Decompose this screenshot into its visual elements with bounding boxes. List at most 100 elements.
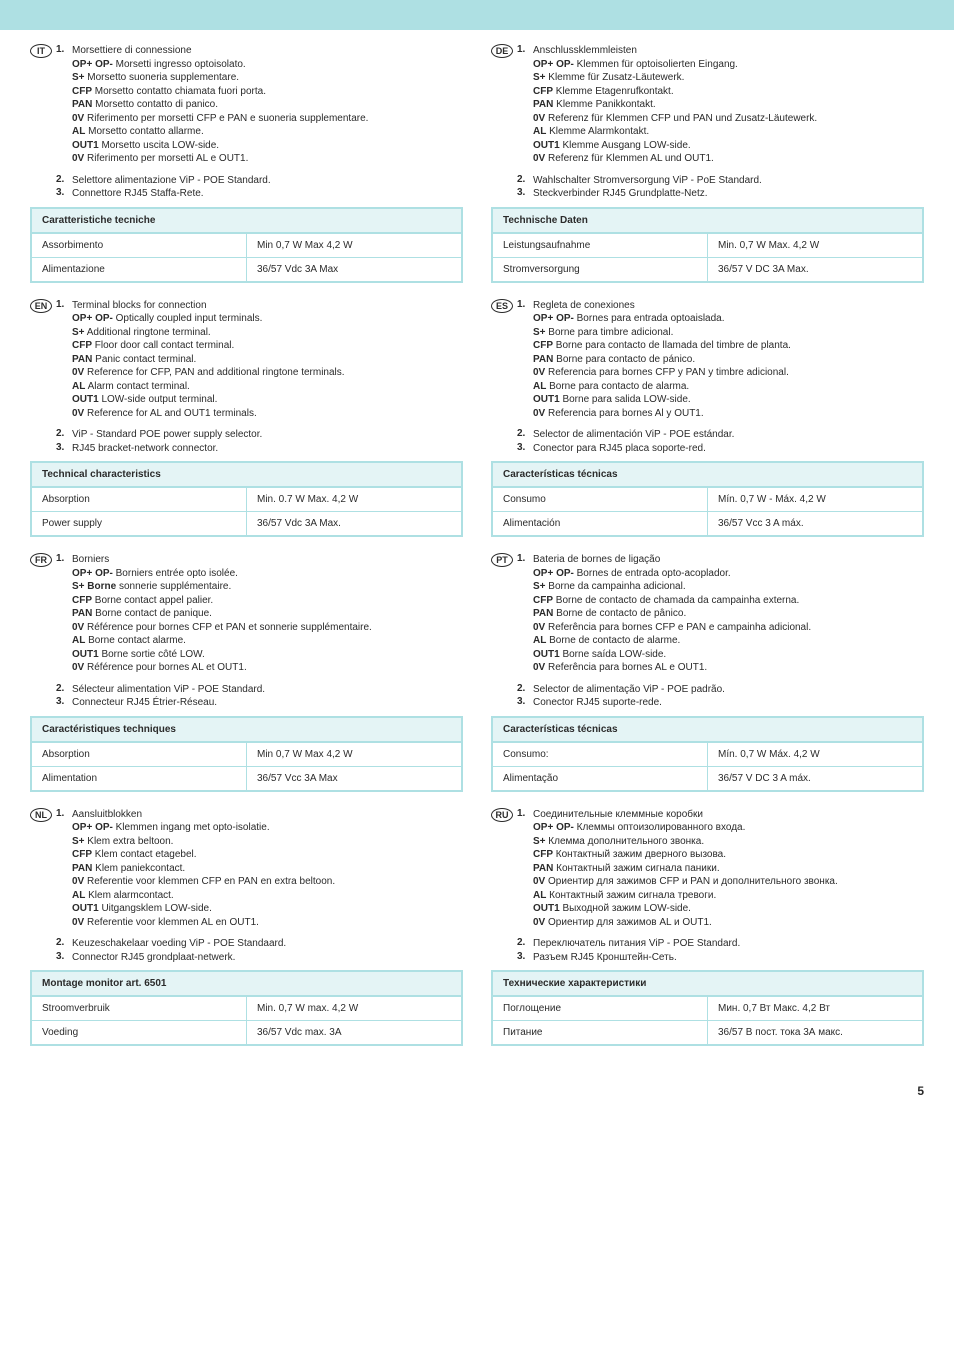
item-number: 3. [56,187,72,201]
item-number: 1. [517,553,533,564]
term-key: AL [72,126,85,137]
term-key: CFP [533,595,553,606]
table-header: Caratteristiche tecniche [31,208,462,233]
term-key: PAN [72,99,92,110]
term-desc: Borne de contacto de pânico. [553,608,686,619]
item-number: 1. [517,44,533,55]
term-key: 0V [72,662,84,673]
table-header: Caractéristiques techniques [31,717,462,742]
term-desc: Ориентир для зажимов CFP и PAN и дополни… [545,876,838,887]
term-key: 0V [72,408,84,419]
item-body: RJ45 bracket-network connector. [72,442,463,456]
table-cell: Consumo: [492,742,708,767]
language-section-nl: NL1.AansluitblokkenOP+ OP- Klemmen ingan… [30,808,463,1047]
term-key: PAN [72,863,92,874]
language-section-pt: PT 1.Bateria de bornes de ligaçãoOP+ OP- … [491,553,924,792]
term-key: OUT1 [533,394,560,405]
item-number: 2. [517,683,533,697]
table-row: ПоглощениеМин. 0,7 Вт Макс. 4,2 Вт [492,996,923,1021]
table-cell: Voeding [31,1021,247,1046]
term-key: OUT1 [72,903,99,914]
table-cell: Mín. 0,7 W - Máx. 4,2 W [708,487,924,512]
term-desc: Ориентир для зажимов AL и OUT1. [545,917,712,928]
term-key: 0V [533,408,545,419]
item-number: 2. [517,174,533,188]
term-line: PAN Klemme Panikkontakt. [533,98,924,112]
list-item: 2.Переключатель питания ViP - POE Standa… [491,937,924,951]
term-line: PAN Borne contact de panique. [72,607,463,621]
item-text: Connecteur RJ45 Étrier-Réseau. [72,696,463,710]
term-key: S+ [533,72,546,83]
term-line: AL Borne de contacto de alarme. [533,634,924,648]
item-body: Переключатель питания ViP - POE Standard… [533,937,924,951]
term-line: S+ Borne da campainha adicional. [533,580,924,594]
term-desc: Borne de contacto de chamada da campainh… [553,595,799,606]
term-line: 0V Referência para bornes AL e OUT1. [533,661,924,675]
item-title: Aansluitblokken [72,808,463,822]
item-body: Morsettiere di connessioneOP+ OP- Morset… [72,44,463,166]
item-number: 1. [56,808,72,819]
term-line: 0V Reference for AL and OUT1 terminals. [72,407,463,421]
item-number: 1. [56,299,72,310]
list-item: 2.Sélecteur alimentation ViP - POE Stand… [30,683,463,697]
item-body: AansluitblokkenOP+ OP- Klemmen ingang me… [72,808,463,930]
term-line: AL Borne contact alarme. [72,634,463,648]
term-desc: Klemme Ausgang LOW-side. [560,140,691,151]
item-title: Morsettiere di connessione [72,44,463,58]
term-desc: Référence pour bornes CFP et PAN et sonn… [84,622,372,633]
term-line: OP+ OP- Klemmen für optoisolierten Einga… [533,58,924,72]
item-number: 2. [517,937,533,951]
term-key: OP+ OP- [72,568,113,579]
term-line: OUT1 Borne para salida LOW-side. [533,393,924,407]
item-body: Regleta de conexionesOP+ OP- Bornes para… [533,299,924,421]
term-line: CFP Borne de contacto de chamada da camp… [533,594,924,608]
item-body: Sélecteur alimentation ViP - POE Standar… [72,683,463,697]
term-key: OP+ OP- [533,822,574,833]
term-key: 0V [533,153,545,164]
language-badge: PT [491,553,513,567]
table-row: Stromversorgung36/57 V DC 3A Max. [492,257,923,282]
list-item: NL1.AansluitblokkenOP+ OP- Klemmen ingan… [30,808,463,930]
item-body: Connettore RJ45 Staffa-Rete. [72,187,463,201]
term-desc: Контактный зажим сигнала паники. [553,863,719,874]
term-desc: Referenz für Klemmen AL und OUT1. [545,153,714,164]
item-number: 3. [517,696,533,710]
list-item: 2.Keuzeschakelaar voeding ViP - POE Stan… [30,937,463,951]
term-key: PAN [533,863,553,874]
spec-table: Caratteristiche tecnicheAssorbimentoMin … [30,207,463,283]
table-row: Consumo:Mín. 0,7 W Máx. 4,2 W [492,742,923,767]
table-row: Alimentación36/57 Vcc 3 A máx. [492,512,923,537]
table-row: Alimentação36/57 V DC 3 A máx. [492,766,923,791]
term-key: PAN [72,608,92,619]
term-line: AL Borne para contacto de alarma. [533,380,924,394]
language-badge: DE [491,44,513,58]
table-row: Alimentation36/57 Vcc 3A Max [31,766,462,791]
page-grid: IT1.Morsettiere di connessioneOP+ OP- Mo… [0,30,954,1080]
term-desc: Klemme Etagenrufkontakt. [553,86,674,97]
table-cell: 36/57 V DC 3A Max. [708,257,924,282]
table-cell: Поглощение [492,996,708,1021]
term-key: OUT1 [533,649,560,660]
term-desc: Reference for AL and OUT1 terminals. [84,408,257,419]
term-line: PAN Morsetto contatto di panico. [72,98,463,112]
term-desc: Borne contact appel palier. [92,595,213,606]
item-number: 3. [56,951,72,965]
table-row: AbsorptionMin. 0.7 W Max. 4,2 W [31,487,462,512]
table-cell: Питание [492,1021,708,1046]
term-line: 0V Reference for CFP, PAN and additional… [72,366,463,380]
item-text: Разъем RJ45 Кронштейн-Сеть. [533,951,924,965]
term-line: CFP Morsetto contatto chiamata fuori por… [72,85,463,99]
table-cell: Mín. 0,7 W Máx. 4,2 W [708,742,924,767]
item-number: 1. [517,808,533,819]
term-line: OUT1 Borne sortie côté LOW. [72,648,463,662]
table-cell: Assorbimento [31,233,247,258]
term-line: S+ Клемма дополнительного звонка. [533,835,924,849]
term-desc: Referência para bornes AL e OUT1. [545,662,707,673]
term-desc: Klem extra beltoon. [85,836,174,847]
item-body: Bateria de bornes de ligaçãoOP+ OP- Born… [533,553,924,675]
item-title: Anschlussklemmleisten [533,44,924,58]
term-key: S+ [72,327,85,338]
item-body: Соединительные клеммные коробкиOP+ OP- К… [533,808,924,930]
table-cell: 36/57 Vdc 3A Max. [247,512,463,537]
table-cell: Stromversorgung [492,257,708,282]
